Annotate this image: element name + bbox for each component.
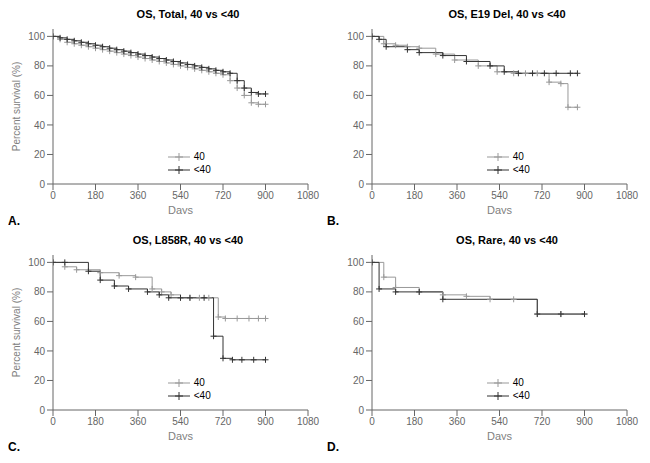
svg-text:900: 900 <box>576 416 593 427</box>
html-text:40: 40 <box>193 151 205 163</box>
html-text:40: 40 <box>512 151 524 163</box>
svg-text:60: 60 <box>353 90 365 101</box>
svg-text:100: 100 <box>28 257 45 268</box>
svg-text:0: 0 <box>50 190 56 201</box>
svg-text:180: 180 <box>87 190 104 201</box>
svg-text:60: 60 <box>34 90 46 101</box>
svg-text:40: 40 <box>34 120 46 131</box>
svg-text:540: 540 <box>172 190 189 201</box>
svg-text:360: 360 <box>130 416 147 427</box>
svg-text:1080: 1080 <box>297 416 320 427</box>
svg-text:180: 180 <box>87 416 104 427</box>
svg-text:Days: Days <box>168 430 194 440</box>
svg-text:0: 0 <box>39 179 45 190</box>
svg-text:540: 540 <box>491 190 508 201</box>
html-text:40: 40 <box>512 377 524 389</box>
svg-text:180: 180 <box>406 416 423 427</box>
svg-text:80: 80 <box>353 286 365 297</box>
svg-text:0: 0 <box>369 416 375 427</box>
svg-text:100: 100 <box>347 257 364 268</box>
svg-text:720: 720 <box>215 416 232 427</box>
svg-text:0: 0 <box>358 179 364 190</box>
svg-text:40: 40 <box>353 120 365 131</box>
html-text:A.: A. <box>8 214 20 228</box>
svg-text:100: 100 <box>347 31 364 42</box>
svg-text:1080: 1080 <box>616 416 639 427</box>
svg-text:20: 20 <box>34 149 46 160</box>
html-text:<40: <40 <box>193 164 211 176</box>
svg-text:40: 40 <box>34 346 46 357</box>
svg-text:20: 20 <box>34 375 46 386</box>
svg-text:Percent survival (%): Percent survival (%) <box>11 288 22 377</box>
svg-text:80: 80 <box>34 60 46 71</box>
html-text:OS, E19 Del, 40 vs <40: OS, E19 Del, 40 vs <40 <box>448 8 566 20</box>
html-text:OS, Rare, 40 vs <40: OS, Rare, 40 vs <40 <box>456 234 558 246</box>
html-text:OS, Total, 40 vs <40: OS, Total, 40 vs <40 <box>136 8 240 20</box>
html-text:<40: <40 <box>193 390 211 402</box>
html-text:D.: D. <box>327 440 339 454</box>
svg-text:360: 360 <box>130 190 147 201</box>
svg-text:Days: Days <box>168 204 194 214</box>
svg-text:80: 80 <box>353 60 365 71</box>
svg-text:540: 540 <box>172 416 189 427</box>
html-text:<40: <40 <box>512 390 530 402</box>
svg-text:900: 900 <box>257 416 274 427</box>
svg-text:360: 360 <box>449 416 466 427</box>
svg-text:900: 900 <box>257 190 274 201</box>
svg-text:720: 720 <box>534 416 551 427</box>
svg-text:20: 20 <box>353 149 365 160</box>
svg-text:60: 60 <box>353 316 365 327</box>
svg-text:0: 0 <box>50 416 56 427</box>
html-text:OS, L858R, 40 vs <40: OS, L858R, 40 vs <40 <box>132 234 244 246</box>
svg-text:720: 720 <box>215 190 232 201</box>
svg-text:60: 60 <box>34 316 46 327</box>
svg-text:0: 0 <box>39 405 45 416</box>
svg-text:20: 20 <box>353 375 365 386</box>
html-text:<40: <40 <box>512 164 530 176</box>
svg-text:1080: 1080 <box>616 190 639 201</box>
svg-text:0: 0 <box>358 405 364 416</box>
svg-text:40: 40 <box>353 346 365 357</box>
svg-text:80: 80 <box>34 286 46 297</box>
svg-text:Days: Days <box>487 204 513 214</box>
svg-text:0: 0 <box>369 190 375 201</box>
html-text:B.: B. <box>327 214 339 228</box>
svg-text:100: 100 <box>28 31 45 42</box>
svg-text:720: 720 <box>534 190 551 201</box>
svg-text:540: 540 <box>491 416 508 427</box>
svg-text:180: 180 <box>406 190 423 201</box>
svg-text:Days: Days <box>487 430 513 440</box>
svg-text:360: 360 <box>449 190 466 201</box>
html-text:40: 40 <box>193 377 205 389</box>
html-text:C.: C. <box>8 440 20 454</box>
svg-text:1080: 1080 <box>297 190 320 201</box>
svg-text:900: 900 <box>576 190 593 201</box>
svg-text:Percent survival (%): Percent survival (%) <box>11 62 22 151</box>
